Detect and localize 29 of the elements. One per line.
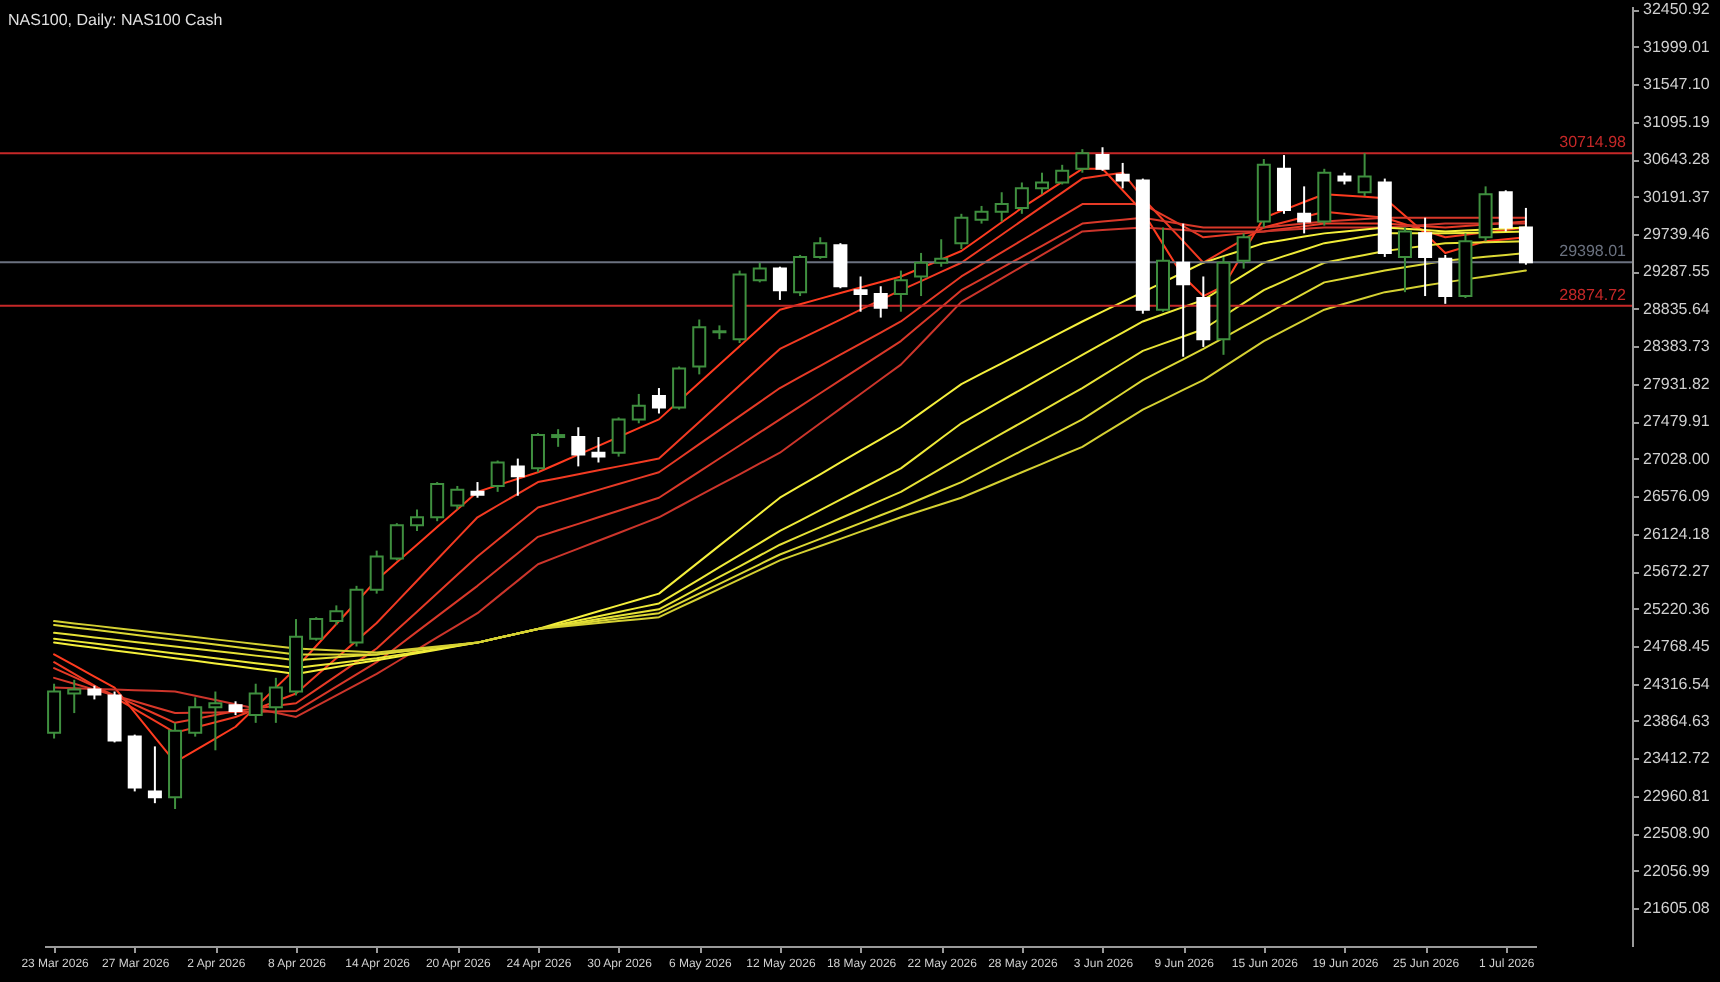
ref-line-label: 28874.72 bbox=[1559, 285, 1628, 304]
y-tick-label: 26576.09 bbox=[1643, 487, 1711, 506]
y-tick-label: 25672.27 bbox=[1643, 562, 1711, 581]
y-tick-label: 28383.73 bbox=[1643, 337, 1711, 356]
y-tick-label: 28835.64 bbox=[1643, 299, 1711, 318]
y-tick-label: 24768.45 bbox=[1643, 637, 1711, 656]
y-tick-label: 25220.36 bbox=[1643, 599, 1711, 618]
ref-line-label: 30714.98 bbox=[1559, 133, 1628, 152]
y-tick-label: 27931.82 bbox=[1643, 374, 1711, 393]
ref-line-label: 29398.01 bbox=[1559, 242, 1628, 261]
y-tick-label: 22508.90 bbox=[1643, 824, 1711, 843]
y-tick-label: 31095.19 bbox=[1643, 112, 1711, 131]
y-tick-label: 31999.01 bbox=[1643, 37, 1711, 56]
y-tick-label: 29287.55 bbox=[1643, 262, 1711, 281]
y-tick-label: 26124.18 bbox=[1643, 524, 1711, 543]
y-tick-label: 32450.92 bbox=[1643, 0, 1711, 19]
y-tick-label: 29739.46 bbox=[1643, 225, 1711, 243]
y-tick-label: 23412.72 bbox=[1643, 749, 1711, 768]
y-tick-label: 22056.99 bbox=[1643, 861, 1711, 880]
y-tick-label: 27028.00 bbox=[1643, 449, 1711, 468]
y-tick-label: 22960.81 bbox=[1643, 786, 1711, 805]
chart-title: NAS100, Daily: NAS100 Cash bbox=[8, 11, 223, 30]
y-tick-label: 24316.54 bbox=[1643, 674, 1711, 693]
y-tick-label: 30191.37 bbox=[1643, 187, 1711, 206]
y-tick-label: 21605.08 bbox=[1643, 899, 1711, 918]
y-tick-label: 23864.63 bbox=[1643, 711, 1711, 730]
y-tick-label: 30643.28 bbox=[1643, 150, 1711, 169]
y-tick-label: 27479.91 bbox=[1643, 412, 1711, 431]
y-tick-label: 31547.10 bbox=[1643, 75, 1711, 94]
